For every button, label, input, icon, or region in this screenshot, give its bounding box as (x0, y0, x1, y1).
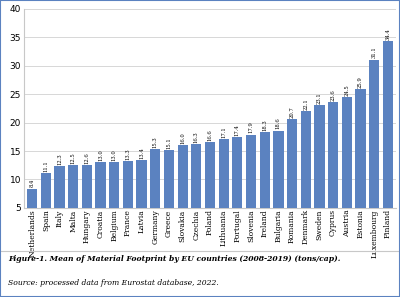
Text: 17.1: 17.1 (221, 126, 226, 138)
Text: Source: processed data from Eurostat database, 2022.: Source: processed data from Eurostat dat… (8, 279, 219, 287)
Bar (205, 142, 215, 236)
Bar (109, 162, 119, 236)
Text: 16.3: 16.3 (194, 131, 199, 143)
Bar (383, 41, 393, 236)
Text: 23.6: 23.6 (330, 89, 336, 101)
Bar (273, 131, 284, 236)
Bar (328, 102, 338, 236)
Bar (178, 145, 188, 236)
Text: 25.9: 25.9 (358, 76, 363, 88)
Bar (232, 138, 242, 236)
Text: 11.1: 11.1 (43, 160, 48, 172)
Bar (314, 105, 324, 236)
Bar (27, 189, 37, 236)
Text: 31.1: 31.1 (372, 47, 377, 59)
Bar (68, 165, 78, 236)
Text: 16.0: 16.0 (180, 132, 185, 144)
Text: 18.3: 18.3 (262, 119, 267, 131)
Bar (218, 139, 229, 236)
Text: 24.5: 24.5 (344, 84, 349, 96)
Bar (123, 161, 133, 236)
Text: 34.4: 34.4 (385, 28, 390, 40)
Text: 17.4: 17.4 (235, 124, 240, 136)
Text: 13.0: 13.0 (112, 149, 117, 161)
Bar (54, 166, 65, 236)
Bar (369, 59, 379, 236)
Text: 22.1: 22.1 (303, 98, 308, 110)
Text: 13.4: 13.4 (139, 147, 144, 159)
Text: 16.6: 16.6 (208, 129, 212, 141)
Text: 8.4: 8.4 (30, 179, 35, 187)
Text: 15.1: 15.1 (166, 138, 172, 149)
Bar (82, 165, 92, 236)
Text: 12.6: 12.6 (84, 152, 90, 164)
Text: 18.6: 18.6 (276, 118, 281, 129)
Bar (96, 162, 106, 236)
Bar (342, 97, 352, 236)
Bar (355, 89, 366, 236)
Bar (41, 173, 51, 236)
Text: 12.3: 12.3 (57, 154, 62, 165)
Text: 13.3: 13.3 (126, 148, 130, 159)
Text: Figure-1. Mean of Material Footprint by EU countries (2008-2019) (tons/cap).: Figure-1. Mean of Material Footprint by … (8, 255, 340, 263)
Bar (150, 149, 160, 236)
Text: 12.5: 12.5 (71, 152, 76, 164)
Text: 15.3: 15.3 (153, 136, 158, 148)
Bar (287, 119, 297, 236)
Bar (260, 132, 270, 236)
Text: 20.7: 20.7 (290, 106, 294, 118)
Bar (164, 151, 174, 236)
Bar (301, 111, 311, 236)
Bar (246, 135, 256, 236)
Bar (191, 144, 202, 236)
Text: 13.0: 13.0 (98, 149, 103, 161)
Bar (136, 160, 147, 236)
Text: 17.9: 17.9 (248, 122, 254, 133)
Text: 23.1: 23.1 (317, 92, 322, 104)
